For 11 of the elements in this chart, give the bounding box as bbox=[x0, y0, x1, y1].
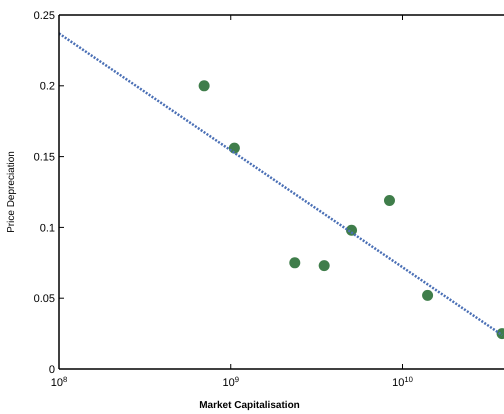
x-axis-title: Market Capitalisation bbox=[199, 400, 300, 411]
y-tick-label: 0.05 bbox=[34, 293, 55, 306]
y-axis-title: Price Depreciation bbox=[6, 151, 17, 233]
y-tick-label: 0.2 bbox=[40, 80, 55, 93]
y-tick-label: 0.15 bbox=[34, 151, 55, 164]
y-tick-label: 0.25 bbox=[34, 10, 55, 22]
x-tick-label: 10$^{10}$ bbox=[392, 374, 413, 389]
x-tick-label: 10$^{8}$ bbox=[50, 374, 68, 389]
y-tick-label: 0.1 bbox=[40, 222, 55, 234]
x-tick-label: 10$^{9}$ bbox=[222, 374, 240, 389]
y-tick-label: 0 bbox=[48, 364, 55, 376]
